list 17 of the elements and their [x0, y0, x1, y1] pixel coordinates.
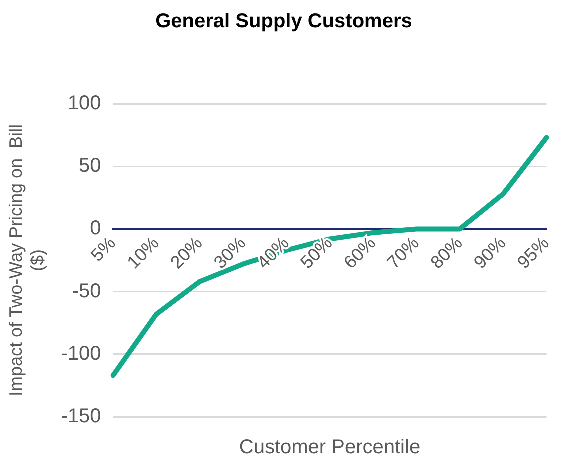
chart-title: General Supply Customers	[156, 10, 412, 33]
x-tick-label: 60%	[340, 233, 380, 273]
y-tick-label: 0	[90, 218, 102, 240]
y-tick-label: -150	[61, 406, 102, 428]
y-axis-title: Impact of Two-Way Pricing on Bill ($)	[6, 124, 48, 397]
x-tick-label: 30%	[210, 233, 250, 273]
x-tick-label: 70%	[383, 233, 424, 273]
x-tick-label: 95%	[513, 233, 554, 273]
y-tick-label: -50	[72, 280, 102, 302]
x-tick-label: 80%	[426, 233, 466, 273]
y-tick-label: 50	[78, 155, 102, 178]
x-tick-label: 40%	[253, 233, 293, 273]
y-tick-label: 100	[68, 92, 102, 115]
y-tick-label: -100	[61, 342, 102, 365]
x-axis-title: Customer Percentile	[239, 436, 421, 459]
x-tick-label: 90%	[470, 233, 510, 273]
x-tick-label: 50%	[296, 233, 336, 273]
